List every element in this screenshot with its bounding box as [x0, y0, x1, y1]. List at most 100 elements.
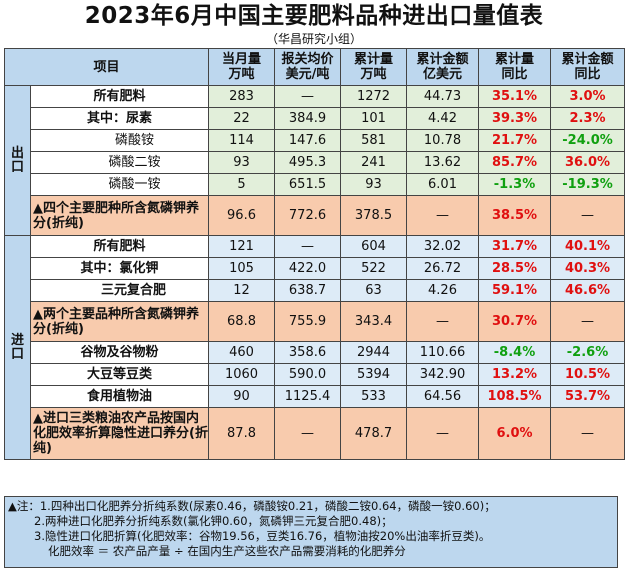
cell-value: —	[550, 407, 626, 460]
cell-value: 2.3%	[550, 107, 626, 130]
cell-value: 38.5%	[478, 195, 552, 236]
footnote-box: ▲注：1.四种出口化肥养分折纯系数(尿素0.46，磷酸铵0.21，磷酸二铵0.6…	[4, 496, 618, 568]
cell-value: 651.5	[274, 173, 342, 196]
cell-value: 5	[208, 173, 276, 196]
row-label: 磷酸铵	[29, 129, 210, 152]
table-row: 食用植物油 90 1125.4 533 64.56 108.5% 53.7%	[5, 385, 626, 408]
row-label: 其中：尿素	[29, 107, 210, 130]
row-label: ▲进口三类粮油农产品按国内化肥效率折算隐性进口养分(折纯)	[29, 407, 210, 460]
cell-value: 772.6	[274, 195, 342, 236]
cell-value: 6.0%	[478, 407, 552, 460]
cell-value: 590.0	[274, 363, 342, 386]
cell-value: -8.4%	[478, 341, 552, 364]
table-row: 大豆等豆类 1060 590.0 5394 342.90 13.2% 10.5%	[5, 363, 626, 386]
cell-value: -2.6%	[550, 341, 626, 364]
cell-value: —	[406, 195, 480, 236]
cell-value: 96.6	[208, 195, 276, 236]
section-import-label: 进 口	[4, 235, 31, 460]
cell-value: 378.5	[340, 195, 408, 236]
cell-value: 39.3%	[478, 107, 552, 130]
cell-value: 40.3%	[550, 257, 626, 280]
header-qty-yoy: 累计量 同比	[478, 48, 552, 86]
cell-value: 342.90	[406, 363, 480, 386]
cell-value: 1125.4	[274, 385, 342, 408]
cell-value: -1.3%	[478, 173, 552, 196]
section-export-label: 出 口	[4, 85, 31, 236]
trade-table: 项目 当月量 万吨 报关均价 美元/吨 累计量 万吨 累计金额 亿美元 累计量 同比 累计…	[3, 48, 626, 460]
row-label: 磷酸一铵	[29, 173, 210, 196]
table-row: 磷酸二铵 93 495.3 241 13.62 85.7% 36.0%	[5, 151, 626, 174]
cell-value: 114	[208, 129, 276, 152]
cell-value: 2944	[340, 341, 408, 364]
cell-value: 36.0%	[550, 151, 626, 174]
cell-value: 28.5%	[478, 257, 552, 280]
cell-value: 522	[340, 257, 408, 280]
header-monthly-qty: 当月量 万吨	[208, 48, 276, 86]
cell-value: —	[550, 195, 626, 236]
cell-value: 4.42	[406, 107, 480, 130]
cell-value: 68.8	[208, 301, 276, 342]
table-row: ▲四个主要肥种所含氮磷钾养分(折纯) 96.6 772.6 378.5—38.5% —	[5, 195, 626, 236]
cell-value: 343.4	[340, 301, 408, 342]
page-title: 2023年6月中国主要肥料品种进出口量值表	[84, 3, 544, 29]
cell-value: 460	[208, 341, 276, 364]
footnote-line: 2.两种进口化肥养分折纯系数(氯化钾0.60，氮磷钾三元复合肥0.48)；	[34, 514, 393, 528]
cell-value: 5394	[340, 363, 408, 386]
cell-value: 85.7%	[478, 151, 552, 174]
cell-value: 44.73	[406, 85, 480, 108]
footnote-line: ▲注：1.四种出口化肥养分折纯系数(尿素0.46，磷酸铵0.21，磷酸二铵0.6…	[8, 499, 496, 513]
cell-value: -24.0%	[550, 129, 626, 152]
cell-value: 10.78	[406, 129, 480, 152]
table-row: 磷酸一铵 5 651.5 93 6.01 -1.3% -19.3%	[5, 173, 626, 196]
row-label: ▲四个主要肥种所含氮磷钾养分(折纯)	[29, 195, 210, 236]
table-row: 出 口所有肥料 283—1272 44.73 35.1% 3.0%	[4, 85, 626, 236]
cell-value: 13.2%	[478, 363, 552, 386]
cell-value: 90	[208, 385, 276, 408]
header-item: 项目	[3, 48, 210, 86]
table-row: 进 口所有肥料 121—604 32.02 31.7% 40.1%	[4, 235, 626, 460]
cell-value: 22	[208, 107, 276, 130]
header-cum-qty: 累计量 万吨	[340, 48, 408, 86]
cell-value: —	[406, 301, 480, 342]
cell-value: 40.1%	[550, 235, 626, 258]
cell-value: 638.7	[274, 279, 342, 302]
cell-value: 30.7%	[478, 301, 552, 342]
table-row: 谷物及谷物粉 460 358.6 2944 110.66 -8.4% -2.6%	[5, 341, 626, 364]
cell-value: 21.7%	[478, 129, 552, 152]
cell-value: 46.6%	[550, 279, 626, 302]
cell-value: 105	[208, 257, 276, 280]
cell-value: 533	[340, 385, 408, 408]
cell-value: 53.7%	[550, 385, 626, 408]
row-label: 所有肥料	[29, 85, 210, 108]
cell-value: 3.0%	[550, 85, 626, 108]
cell-value: —	[406, 407, 480, 460]
cell-value: 93	[340, 173, 408, 196]
row-label: 所有肥料	[29, 235, 210, 258]
page-subtitle: （华昌研究小组）	[265, 32, 362, 46]
cell-value: 4.26	[406, 279, 480, 302]
cell-value: 10.5%	[550, 363, 626, 386]
cell-value: 147.6	[274, 129, 342, 152]
cell-value: 422.0	[274, 257, 342, 280]
cell-value: 108.5%	[478, 385, 552, 408]
table-row: 其中：尿素 22 384.9 101 4.42 39.3% 2.3%	[5, 107, 626, 130]
row-label: 大豆等豆类	[29, 363, 210, 386]
footnote-line: 化肥效率 ＝ 农产品产量 ÷ 在国内生产这些农产品需要消耗的化肥养分	[48, 544, 406, 558]
cell-value: 121	[208, 235, 276, 258]
cell-value: 35.1%	[478, 85, 552, 108]
cell-value: 32.02	[406, 235, 480, 258]
table-row: 其中：氯化钾 105 422.0 522 26.72 28.5% 40.3%	[5, 257, 626, 280]
table-row: 三元复合肥 12 638.7 63 4.26 59.1% 46.6%	[5, 279, 626, 302]
footnote-line: 3.隐性进口化肥折算(化肥效率：谷物19.56，豆类16.76，植物油按20%出…	[34, 529, 491, 543]
cell-value: 12	[208, 279, 276, 302]
cell-value: 26.72	[406, 257, 480, 280]
cell-value: 384.9	[274, 107, 342, 130]
cell-value: 101	[340, 107, 408, 130]
cell-value: -19.3%	[550, 173, 626, 196]
cell-value: 93	[208, 151, 276, 174]
cell-value: 6.01	[406, 173, 480, 196]
row-label: 谷物及谷物粉	[29, 341, 210, 364]
cell-value: 1060	[208, 363, 276, 386]
header-avg-price: 报关均价 美元/吨	[274, 48, 342, 86]
cell-value: 478.7	[340, 407, 408, 460]
